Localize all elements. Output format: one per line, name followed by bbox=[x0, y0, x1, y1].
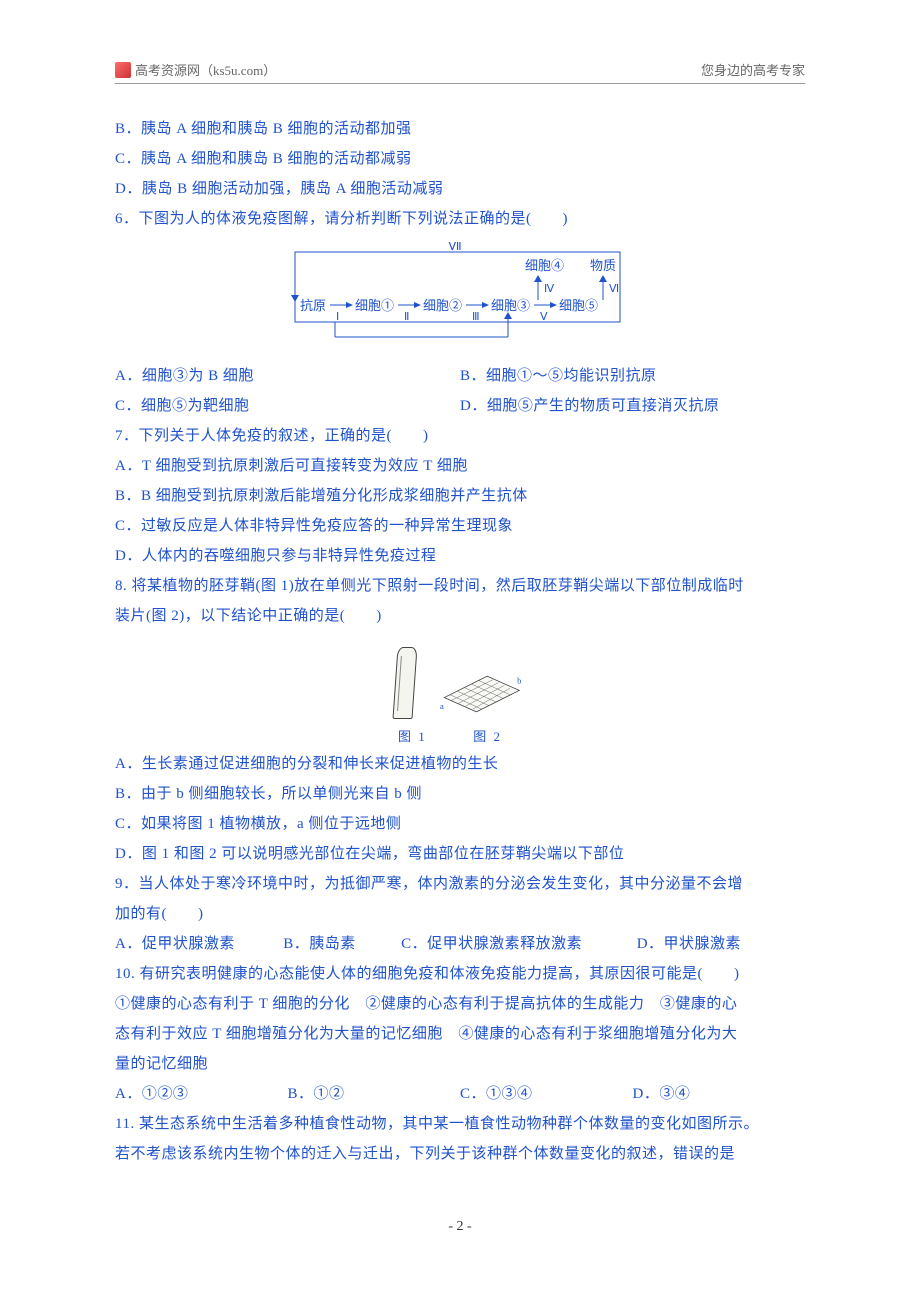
q10-options: A．①②③ B．①② C．①③④ D．③④ bbox=[115, 1079, 805, 1109]
diagram-label-vi: Ⅵ bbox=[609, 283, 619, 295]
q10-option-a: A．①②③ bbox=[115, 1079, 288, 1109]
diagram-substance: 物质 bbox=[590, 258, 616, 273]
q8-option-b: B．由于 b 侧细胞较长，所以单侧光来自 b 侧 bbox=[115, 779, 805, 809]
q9-option-c: C．促甲状腺激素释放激素 bbox=[401, 929, 637, 959]
q5-option-c: C．胰岛 A 细胞和胰岛 B 细胞的活动都减弱 bbox=[115, 144, 805, 174]
q10-option-d: D．③④ bbox=[633, 1079, 806, 1109]
diagram-cell1: 细胞① bbox=[355, 298, 394, 313]
q8-figure-labels: 图 1 图 2 bbox=[115, 726, 805, 745]
diagram-label-ii: Ⅱ bbox=[404, 311, 409, 323]
diagram-label-vii: Ⅶ bbox=[448, 242, 461, 253]
q7-option-d: D．人体内的吞噬细胞只参与非特异性免疫过程 bbox=[115, 541, 805, 571]
q5-option-d: D．胰岛 B 细胞活动加强，胰岛 A 细胞活动减弱 bbox=[115, 174, 805, 204]
q8-stem-line1: 8. 将某植物的胚芽鞘(图 1)放在单侧光下照射一段时间，然后取胚芽鞘尖端以下部… bbox=[115, 571, 805, 601]
diagram-label-v: Ⅴ bbox=[540, 311, 548, 323]
q6-option-a: A．细胞③为 B 细胞 bbox=[115, 361, 460, 391]
q6-option-b: B．细胞①～⑤均能识别抗原 bbox=[460, 361, 805, 391]
q10-body1: ①健康的心态有利于 T 细胞的分化 ②健康的心态有利于提高抗体的生成能力 ③健康… bbox=[115, 989, 805, 1019]
page-footer: - 2 - bbox=[115, 1219, 805, 1235]
q8-figure-row: a b bbox=[395, 647, 525, 719]
q9-stem-line1: 9．当人体处于寒冷环境中时，为抵御严寒，体内激素的分泌会发生变化，其中分泌量不会… bbox=[115, 869, 805, 899]
q8-option-c: C．如果将图 1 植物横放，a 侧位于远地侧 bbox=[115, 809, 805, 839]
page-number: - 2 - bbox=[448, 1219, 471, 1234]
q6-options-row2: C．细胞⑤为靶细胞 D．细胞⑤产生的物质可直接消灭抗原 bbox=[115, 391, 805, 421]
q7-stem: 7．下列关于人体免疫的叙述，正确的是( ) bbox=[115, 421, 805, 451]
diagram-antigen: 抗原 bbox=[300, 298, 326, 313]
coleoptile-icon bbox=[392, 647, 417, 719]
diagram-label-i: Ⅰ bbox=[336, 311, 339, 323]
q6-diagram: Ⅶ 细胞④ 物质 Ⅳ Ⅵ 抗原 Ⅰ 细胞① Ⅱ 细胞② Ⅲ 细胞③ Ⅴ 细胞⑤ bbox=[115, 242, 805, 357]
q7-option-a: A．T 细胞受到抗原刺激后可直接转变为效应 T 细胞 bbox=[115, 451, 805, 481]
svg-text:a: a bbox=[440, 701, 444, 711]
q11-stem-line2: 若不考虑该系统内生物个体的迁入与迁出，下列关于该种群个体数量变化的叙述，错误的是 bbox=[115, 1139, 805, 1169]
q10-option-c: C．①③④ bbox=[460, 1079, 633, 1109]
q8-fig2-label: 图 2 bbox=[443, 726, 533, 745]
diagram-cell2: 细胞② bbox=[423, 298, 462, 313]
q8-fig1-label: 图 1 bbox=[387, 726, 437, 745]
q9-option-b: B．胰岛素 bbox=[283, 929, 401, 959]
q6-option-d: D．细胞⑤产生的物质可直接消灭抗原 bbox=[460, 391, 805, 421]
q8-stem-line2: 装片(图 2)，以下结论中正确的是( ) bbox=[115, 601, 805, 631]
q9-option-d: D．甲状腺激素 bbox=[637, 929, 805, 959]
diagram-cell3: 细胞③ bbox=[491, 298, 530, 313]
q8-figure: a b 图 1 图 2 bbox=[115, 639, 805, 745]
q6-option-c: C．细胞⑤为靶细胞 bbox=[115, 391, 460, 421]
svg-text:b: b bbox=[517, 675, 521, 685]
q10-stem: 10. 有研究表明健康的心态能使人体的细胞免疫和体液免疫能力提高，其原因很可能是… bbox=[115, 959, 805, 989]
q8-option-d: D．图 1 和图 2 可以说明感光部位在尖端，弯曲部位在胚芽鞘尖端以下部位 bbox=[115, 839, 805, 869]
diagram-cell4: 细胞④ bbox=[525, 258, 564, 273]
page-container: 高考资源网（ks5u.com） 您身边的高考专家 B．胰岛 A 细胞和胰岛 B … bbox=[0, 0, 920, 1295]
header-left-text: 高考资源网（ks5u.com） bbox=[135, 60, 276, 79]
q9-stem-line2: 加的有( ) bbox=[115, 899, 805, 929]
diagram-cell5: 细胞⑤ bbox=[559, 298, 598, 313]
header-left: 高考资源网（ks5u.com） bbox=[115, 60, 276, 79]
q6-stem: 6．下图为人的体液免疫图解，请分析判断下列说法正确的是( ) bbox=[115, 204, 805, 234]
diagram-label-iii: Ⅲ bbox=[472, 311, 480, 323]
q6-options-row1: A．细胞③为 B 细胞 B．细胞①～⑤均能识别抗原 bbox=[115, 361, 805, 391]
diagram-label-iv: Ⅳ bbox=[544, 283, 555, 295]
q8-option-a: A．生长素通过促进细胞的分裂和伸长来促进植物的生长 bbox=[115, 749, 805, 779]
q11-stem-line1: 11. 某生态系统中生活着多种植食性动物，其中某一植食性动物种群个体数量的变化如… bbox=[115, 1109, 805, 1139]
q9-options: A．促甲状腺激素 B．胰岛素 C．促甲状腺激素释放激素 D．甲状腺激素 bbox=[115, 929, 805, 959]
q8-figure2: a b bbox=[435, 669, 525, 719]
slice-svg: a b bbox=[435, 669, 525, 719]
q7-option-c: C．过敏反应是人体非特异性免疫应答的一种异常生理现象 bbox=[115, 511, 805, 541]
page-header: 高考资源网（ks5u.com） 您身边的高考专家 bbox=[115, 60, 805, 84]
q10-body3: 量的记忆细胞 bbox=[115, 1049, 805, 1079]
q5-option-b: B．胰岛 A 细胞和胰岛 B 细胞的活动都加强 bbox=[115, 114, 805, 144]
site-logo-icon bbox=[115, 62, 131, 78]
q10-body2: 态有利于效应 T 细胞增殖分化为大量的记忆细胞 ④健康的心态有利于浆细胞增殖分化… bbox=[115, 1019, 805, 1049]
header-right-text: 您身边的高考专家 bbox=[701, 60, 805, 79]
q7-option-b: B．B 细胞受到抗原刺激后能增殖分化形成浆细胞并产生抗体 bbox=[115, 481, 805, 511]
q10-option-b: B．①② bbox=[288, 1079, 461, 1109]
q8-figure1 bbox=[395, 647, 415, 719]
q9-option-a: A．促甲状腺激素 bbox=[115, 929, 283, 959]
immunity-diagram-svg: Ⅶ 细胞④ 物质 Ⅳ Ⅵ 抗原 Ⅰ 细胞① Ⅱ 细胞② Ⅲ 细胞③ Ⅴ 细胞⑤ bbox=[290, 242, 630, 352]
